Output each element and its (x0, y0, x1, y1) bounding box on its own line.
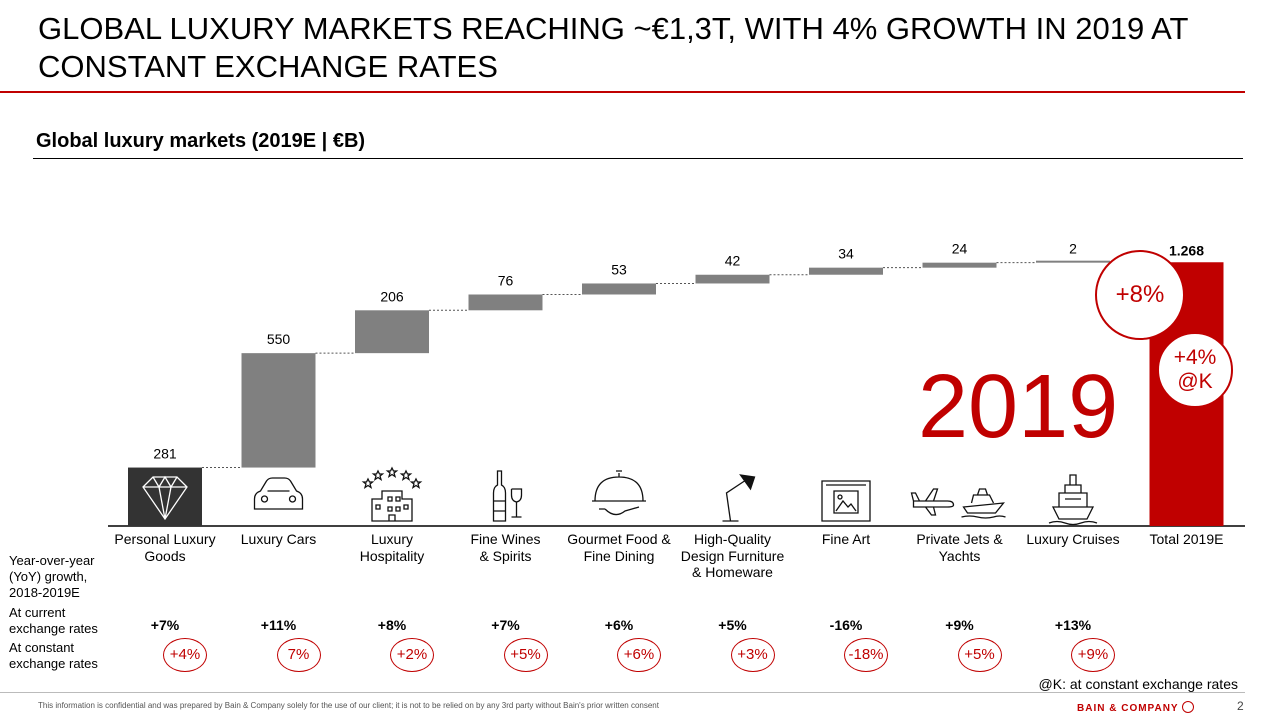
growth-current-fine-wines-spirits: +7% (491, 617, 520, 633)
growth-current-luxury-cruises: +13% (1054, 617, 1092, 633)
growth-current-circle: +8% (1095, 250, 1185, 340)
value-label-gourmet-food-fine-dining: 53 (611, 261, 627, 277)
car-icon (253, 477, 304, 510)
chart-title-divider (33, 158, 1243, 159)
constant-rate-label: At constant exchange rates (9, 640, 98, 671)
cloche-icon (592, 470, 646, 516)
value-label-fine-art: 34 (838, 246, 854, 262)
chart-title: Global luxury markets (2019E | €B) (36, 130, 366, 152)
yoy-label: Year-over-year (YoY) growth, 2018-2019E (9, 553, 95, 600)
growth-current-personal-luxury-goods: +7% (150, 617, 180, 633)
bar-gourmet-food-fine-dining (582, 283, 656, 295)
bar-fine-art (809, 267, 883, 275)
growth-constant-circle: +4% @K (1157, 332, 1233, 408)
growth-constant-luxury-cruises: +9% (1071, 638, 1115, 672)
category-label-gourmet-food-fine-dining: Gourmet Food & Fine Dining (567, 531, 671, 564)
growth-current-value: +8% (1115, 281, 1165, 308)
growth-constant-fine-art: -18% (844, 638, 888, 672)
category-label-private-jets-yachts: Private Jets & Yachts (916, 531, 1003, 564)
bar-private-jets-yachts (922, 262, 997, 268)
value-label-luxury-cars: 550 (267, 331, 291, 347)
jet-yacht-icon (910, 488, 1006, 519)
footer-divider (0, 692, 1245, 693)
value-label-high-quality-design-furniture-homeware: 42 (725, 253, 741, 269)
growth-constant-fine-wines-spirits: +5% (503, 638, 548, 672)
brand-logo: BAIN & COMPANY (1077, 701, 1195, 714)
growth-constant-luxury-cars: 7% (276, 638, 321, 672)
category-label-personal-luxury-goods: Personal Luxury Goods (114, 531, 216, 564)
bar-luxury-cars (241, 353, 316, 468)
page-number: 2 (1237, 699, 1244, 713)
title-divider (0, 91, 1245, 93)
growth-constant-personal-luxury-goods: +4% (163, 638, 207, 672)
value-label-personal-luxury-goods: 281 (153, 446, 177, 462)
growth-current-luxury-hospitality: +8% (377, 617, 407, 633)
bar-luxury-hospitality (355, 310, 429, 354)
bar-luxury-cruises (1036, 260, 1110, 263)
growth-constant-private-jets-yachts: +5% (957, 638, 1002, 672)
growth-constant-value: +4% (1173, 346, 1217, 369)
growth-current-private-jets-yachts: +9% (945, 617, 974, 633)
brand-name: BAIN & COMPANY (1077, 703, 1179, 714)
confidentiality-footer: This information is confidential and was… (38, 701, 659, 710)
category-label-total-2019e: Total 2019E (1149, 531, 1224, 547)
growth-constant-luxury-hospitality: +2% (390, 638, 434, 672)
category-label-luxury-hospitality: Luxury Hospitality (359, 531, 425, 564)
page-title: GLOBAL LUXURY MARKETS REACHING ~€1,3T, W… (38, 11, 1188, 84)
value-label-luxury-cruises: 2 (1069, 240, 1077, 256)
growth-current-gourmet-food-fine-dining: +6% (604, 617, 634, 633)
lamp-icon (722, 474, 756, 522)
value-label-luxury-hospitality: 206 (380, 288, 404, 304)
category-label-luxury-cars: Luxury Cars (240, 531, 317, 547)
value-label-total-2019e: 1.268 (1169, 242, 1204, 258)
current-rate-label: At current exchange rates (9, 605, 98, 636)
growth-current-fine-art: -16% (829, 617, 863, 633)
value-label-fine-wines-spirits: 76 (498, 272, 514, 288)
footnote: @K: at constant exchange rates (1038, 676, 1238, 692)
growth-constant-high-quality-design-furniture-homeware: +3% (730, 638, 775, 672)
category-label-luxury-cruises: Luxury Cruises (1026, 531, 1120, 547)
picture-frame-icon (821, 480, 871, 522)
value-label-private-jets-yachts: 24 (952, 241, 968, 257)
growth-current-luxury-cars: +11% (260, 617, 297, 633)
wine-icon (492, 470, 523, 522)
growth-constant-gourmet-food-fine-dining: +6% (617, 638, 661, 672)
category-label-fine-wines-spirits: Fine Wines & Spirits (470, 531, 541, 564)
year-highlight: 2019 (918, 357, 1119, 457)
category-label-fine-art: Fine Art (821, 531, 871, 547)
bar-fine-wines-spirits (468, 294, 543, 311)
brand-mark-icon (1182, 701, 1195, 713)
diamond-icon (142, 475, 188, 521)
bar-high-quality-design-furniture-homeware (695, 274, 770, 284)
growth-current-high-quality-design-furniture-homeware: +5% (718, 617, 747, 633)
category-label-high-quality-design-furniture-homeware: High-Quality Design Furniture & Homeware (680, 531, 785, 580)
growth-constant-unit: @K (1177, 370, 1213, 393)
cruise-ship-icon (1048, 474, 1098, 526)
hotel-icon (361, 466, 423, 522)
